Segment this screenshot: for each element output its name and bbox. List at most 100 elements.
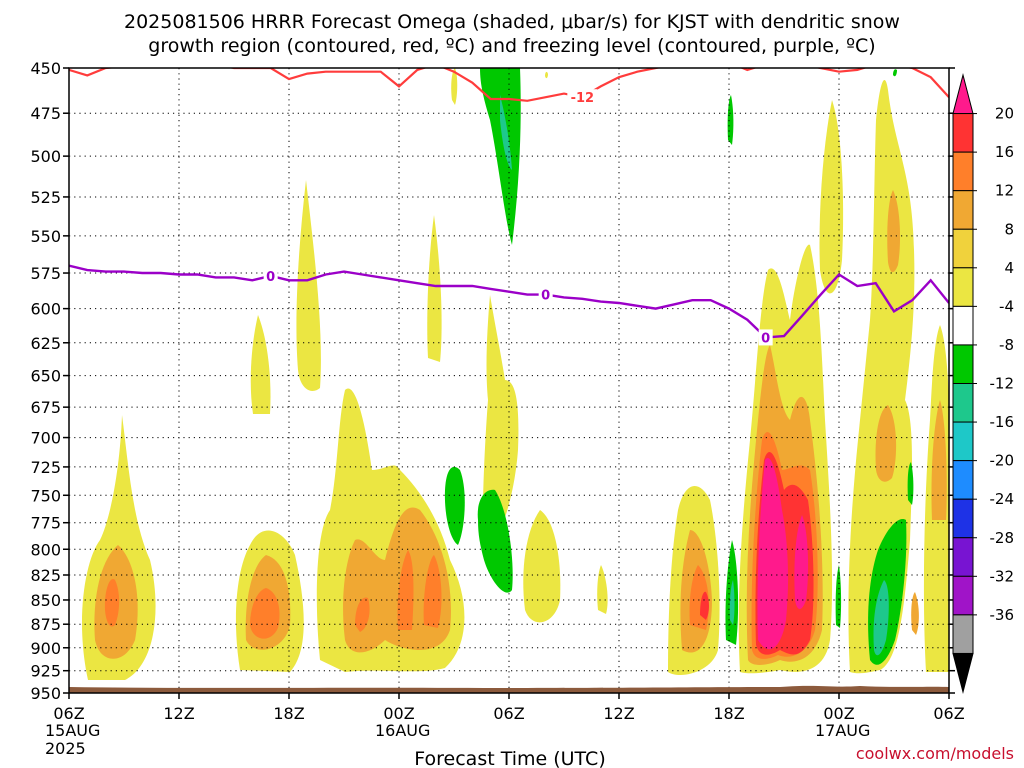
omega-region-green [480, 68, 521, 245]
y-tick-label: 625 [30, 334, 61, 353]
colorbar-label: 8 [1004, 220, 1014, 238]
colorbar-swatch [952, 267, 974, 307]
y-tick-label: 750 [30, 486, 61, 505]
x-tick-label: 00Z [383, 704, 414, 723]
colorbar-swatch [952, 190, 974, 230]
omega-region-orange [423, 555, 442, 628]
colorbar: 20 16 12 8 4 -4 -8 -12 -16 -20 -24 -28 -32 -36 [952, 73, 1015, 694]
y-tick-label: 800 [30, 540, 61, 559]
y-tick-label: 775 [30, 514, 61, 533]
omega-region-teal [729, 580, 735, 625]
omega-region-yellow [819, 100, 844, 294]
colorbar-swatch [952, 460, 974, 500]
credit-text: coolwx.com/models [856, 744, 1014, 763]
x-date-label: 17AUG [815, 721, 870, 740]
omega-region-yellow [597, 565, 608, 614]
colorbar-swatch [952, 113, 974, 153]
contour-layer [69, 68, 949, 339]
x-tick-label: 12Z [163, 704, 194, 723]
x-tick-label: 06Z [493, 704, 524, 723]
colorbar-swatch [952, 614, 974, 654]
omega-region-green [444, 466, 465, 545]
colorbar-swatch [952, 537, 974, 577]
y-tick-label: 675 [30, 398, 61, 417]
colorbar-swatch [952, 305, 974, 346]
freezing-level-line [69, 264, 949, 339]
x-date-label: 16AUG [375, 721, 430, 740]
omega-region-amber [931, 400, 947, 520]
gridlines [69, 68, 949, 693]
omega-region-green [907, 462, 914, 505]
x-tick-label: 12Z [603, 704, 634, 723]
colorbar-label: -4 [999, 297, 1014, 315]
terrain-fill [69, 685, 949, 693]
colorbar-swatch [952, 383, 974, 423]
omega-region-green [727, 95, 734, 145]
omega-region-orange [397, 550, 414, 630]
colorbar-swatch [952, 344, 974, 384]
colorbar-swatch [952, 652, 974, 694]
omega-region-yellow [296, 180, 321, 391]
x-tick-label: 18Z [273, 704, 304, 723]
omega-region-orange [355, 597, 370, 632]
colorbar-swatch [952, 151, 974, 192]
y-tick-label: 875 [30, 615, 61, 634]
colorbar-swatch [952, 228, 974, 269]
colorbar-label: -36 [990, 606, 1015, 624]
omega-region-magenta [794, 515, 809, 609]
freezing-level-label-bg [538, 286, 553, 303]
omega-region-yellow [427, 215, 442, 362]
y-tick-label: 950 [30, 684, 61, 703]
omega-region-amber [887, 190, 901, 273]
omega-region-red [700, 591, 709, 620]
omega-region-yellow [523, 510, 561, 623]
y-axis: 450 475 500 525 550 575 600 625 650 675 700 725 750 7… [30, 59, 955, 703]
omega-region-yellow [451, 68, 458, 105]
y-tick-label: 500 [30, 147, 61, 166]
y-tick-label: 825 [30, 566, 61, 585]
colorbar-label: -28 [990, 529, 1015, 547]
chart-title-line-2: growth region (contoured, red, ºC) and f… [148, 35, 875, 57]
x-tick-label: 00Z [823, 704, 854, 723]
freezing-level-label-bg [263, 267, 278, 284]
omega-region-orange [104, 579, 120, 627]
y-tick-label: 450 [30, 59, 61, 78]
y-tick-label: 700 [30, 429, 61, 448]
y-tick-label: 925 [30, 662, 61, 681]
colorbar-label: -8 [999, 336, 1014, 354]
omega-region-yellow [482, 295, 519, 546]
x-tick-label: 18Z [713, 704, 744, 723]
x-axis-title: Forecast Time (UTC) [414, 748, 605, 768]
freezing-level-label: 0 [266, 270, 275, 285]
colorbar-label: 20 [995, 105, 1014, 123]
y-tick-label: 900 [30, 639, 61, 658]
freezing-level-label-bg [758, 329, 773, 346]
colorbar-label: -32 [990, 567, 1015, 585]
y-tick-label: 725 [30, 458, 61, 477]
omega-region-teal [873, 580, 889, 656]
colorbar-swatch [952, 498, 974, 539]
y-tick-label: 550 [30, 227, 61, 246]
omega-region-yellow [545, 71, 548, 79]
chart-title-line-1: 2025081506 HRRR Forecast Omega (shaded, … [124, 11, 900, 33]
y-tick-label: 600 [30, 300, 61, 319]
colorbar-swatch [952, 73, 974, 115]
x-date-label: 15AUG [45, 721, 100, 740]
omega-region-green [835, 565, 842, 628]
freezing-level-label: 0 [541, 289, 550, 304]
colorbar-label: -16 [990, 413, 1015, 431]
dgz-contour-line [69, 68, 949, 102]
omega-region-yellow [250, 315, 271, 414]
omega-region-orange [250, 588, 280, 639]
y-tick-label: 475 [30, 104, 61, 123]
y-tick-label: 650 [30, 367, 61, 386]
x-tick-label: 06Z [53, 704, 84, 723]
dgz-contour-label-bg [567, 89, 598, 106]
y-tick-label: 850 [30, 591, 61, 610]
colorbar-swatch [952, 575, 974, 616]
y-tick-label: 575 [30, 264, 61, 283]
omega-region-magenta [757, 458, 789, 650]
colorbar-label: -20 [990, 452, 1015, 470]
y-tick-label: 525 [30, 188, 61, 207]
